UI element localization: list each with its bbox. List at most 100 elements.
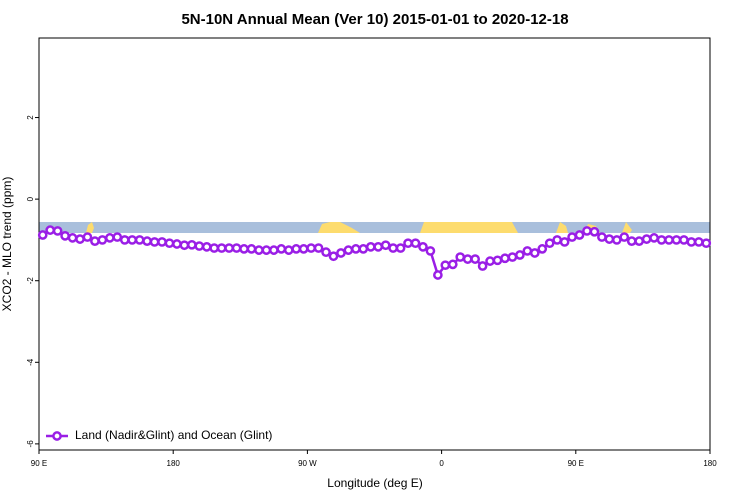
point <box>298 244 309 254</box>
point <box>90 236 100 246</box>
point <box>209 243 220 253</box>
point <box>149 237 160 247</box>
point <box>440 260 451 271</box>
point <box>351 244 361 254</box>
point <box>664 235 674 245</box>
point <box>45 225 56 235</box>
point <box>574 230 585 240</box>
point <box>67 233 78 243</box>
point <box>380 240 391 251</box>
y-tick-label: -4 <box>26 358 35 366</box>
y-axis-label: XCO2 - MLO trend (ppm) <box>0 177 14 312</box>
point <box>37 230 48 240</box>
point <box>134 235 145 245</box>
y-tick-label: 0 <box>26 196 35 201</box>
point <box>410 238 421 249</box>
x-tick-label: 0 <box>439 459 444 468</box>
point <box>194 241 205 251</box>
point <box>470 254 480 264</box>
point <box>127 235 138 245</box>
point <box>611 235 622 245</box>
point <box>112 232 123 242</box>
point <box>462 254 473 264</box>
point <box>485 256 495 266</box>
x-tick-label: 180 <box>703 459 717 468</box>
point <box>641 234 652 244</box>
chart-title: 5N-10N Annual Mean (Ver 10) 2015-01-01 t… <box>181 11 568 28</box>
point <box>582 226 592 236</box>
point <box>500 253 510 264</box>
point <box>567 232 577 242</box>
x-tick-label: 180 <box>167 459 181 468</box>
x-tick-label: 90 E <box>568 459 584 468</box>
x-tick-label: 90 E <box>31 459 47 468</box>
point <box>104 233 115 243</box>
point <box>597 232 607 242</box>
point <box>701 238 712 249</box>
point <box>522 246 533 256</box>
point <box>201 242 212 252</box>
point <box>261 245 272 255</box>
point <box>328 251 339 262</box>
point <box>693 237 704 247</box>
legend-marker <box>52 431 62 441</box>
point <box>492 255 503 266</box>
point <box>447 259 458 270</box>
x-axis-label: Longitude (deg E) <box>327 476 422 490</box>
point <box>60 230 70 241</box>
point <box>343 245 354 255</box>
point <box>552 235 563 245</box>
point <box>507 252 518 262</box>
point <box>477 261 488 271</box>
point <box>649 233 659 243</box>
point <box>186 239 197 250</box>
point <box>686 237 697 247</box>
point <box>544 238 555 249</box>
point <box>276 244 287 254</box>
point <box>172 239 182 249</box>
point <box>75 234 85 244</box>
point <box>231 243 242 253</box>
point <box>291 244 302 254</box>
point <box>373 242 384 252</box>
point <box>246 244 257 254</box>
point <box>589 226 600 237</box>
point <box>142 236 152 246</box>
point <box>336 248 346 258</box>
point <box>365 242 376 252</box>
point <box>164 238 175 249</box>
y-tick-label: 2 <box>26 115 35 120</box>
y-tick-label: -6 <box>26 440 35 448</box>
point <box>671 235 682 245</box>
point <box>604 234 615 244</box>
point <box>388 243 398 253</box>
point <box>559 237 570 247</box>
point <box>537 244 548 254</box>
point <box>283 245 294 255</box>
point <box>216 243 227 253</box>
point <box>455 252 466 262</box>
y-tick-label: -2 <box>26 277 35 285</box>
point <box>224 243 234 253</box>
point <box>306 243 316 253</box>
point <box>515 250 525 260</box>
point <box>157 237 167 247</box>
point <box>313 243 324 253</box>
map-strip <box>39 222 710 233</box>
point <box>269 245 279 255</box>
point <box>634 236 645 246</box>
point <box>619 232 630 242</box>
legend-label: Land (Nadir&Glint) and Ocean (Glint) <box>75 428 272 442</box>
point <box>433 270 443 280</box>
point <box>179 240 190 251</box>
point <box>529 248 540 258</box>
point <box>626 236 637 246</box>
point <box>239 244 249 254</box>
point <box>97 235 108 245</box>
point <box>52 226 63 236</box>
point <box>679 235 689 245</box>
x-tick-label: 90 W <box>298 459 317 468</box>
point <box>119 235 130 245</box>
point <box>403 238 413 249</box>
